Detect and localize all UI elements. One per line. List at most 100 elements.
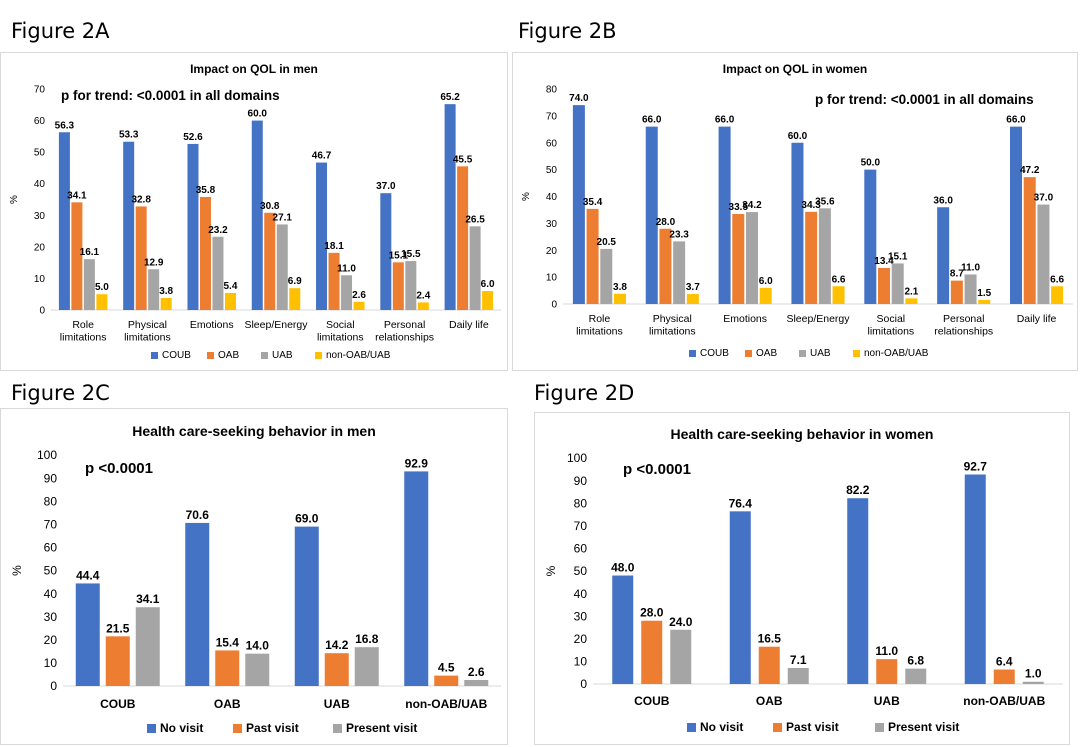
bar (686, 294, 699, 304)
data-label: 66.0 (1006, 115, 1026, 126)
bar (224, 292, 236, 310)
y-tick-label: 100 (37, 448, 57, 462)
x-tick-label-line: Physical (128, 319, 167, 331)
x-tick-label-line: limitations (60, 332, 107, 344)
data-label: 11.0 (961, 262, 980, 273)
data-label: 11.0 (337, 263, 356, 274)
data-label: 20.5 (597, 237, 617, 248)
bar (586, 208, 599, 304)
y-tick-label: 40 (44, 587, 58, 601)
legend-swatch (773, 723, 782, 732)
data-label: 70.6 (186, 508, 210, 522)
data-label: 34.3 (801, 200, 821, 211)
bar (105, 636, 130, 686)
legend-swatch (315, 352, 322, 359)
data-label: 34.1 (136, 592, 160, 606)
y-tick-label: 100 (567, 451, 587, 465)
y-tick-label: 10 (574, 655, 588, 669)
bar (745, 212, 758, 304)
x-tick-label: Sleep/Energy (786, 313, 850, 325)
legend-label: COUB (162, 350, 191, 361)
x-tick-label-line: limitations (317, 332, 364, 344)
y-tick-label: 30 (44, 610, 58, 624)
y-tick-label: 30 (34, 211, 46, 222)
bar (891, 263, 904, 304)
bar (818, 208, 831, 304)
bar (905, 668, 927, 684)
legend-swatch (151, 352, 158, 359)
x-tick-label-line: Daily life (449, 319, 489, 331)
y-tick-label: 20 (546, 246, 558, 257)
data-label: 46.7 (312, 151, 332, 162)
bar (1037, 204, 1050, 304)
y-tick-label: 10 (546, 273, 558, 284)
bar (1051, 286, 1064, 304)
legend-swatch (689, 350, 696, 357)
bar (469, 226, 481, 310)
bar (75, 583, 100, 686)
data-label: 15.1 (389, 250, 409, 261)
bar (276, 224, 288, 310)
x-tick-label: Physical limitations (124, 319, 171, 344)
legend-label: UAB (810, 348, 831, 359)
y-tick-label: 70 (34, 85, 46, 96)
data-label: 5.0 (95, 282, 109, 293)
x-tick-label-line: Personal (384, 319, 425, 331)
data-label: 33.5 (729, 202, 749, 213)
legend-label: OAB (756, 348, 777, 359)
legend-label: OAB (218, 350, 239, 361)
data-label: 65.2 (440, 92, 460, 103)
data-label: 15.1 (888, 251, 908, 262)
y-tick-label: 50 (44, 564, 58, 578)
bar (245, 653, 270, 686)
data-label: 13.4 (874, 256, 894, 267)
y-tick-label: 0 (39, 306, 45, 317)
x-tick-label-line: OAB (214, 697, 241, 711)
bar (187, 143, 199, 310)
legend-label: non-OAB/UAB (864, 348, 929, 359)
bar (1022, 681, 1044, 684)
legend-label: Past visit (786, 720, 839, 734)
bar (832, 286, 845, 304)
bar (964, 474, 986, 684)
data-label: 14.0 (246, 639, 270, 653)
data-label: 16.1 (80, 247, 100, 258)
bar (1010, 126, 1023, 304)
chart-title: Health care-seeking behavior in women (671, 426, 934, 442)
y-axis-label: % (9, 195, 20, 204)
x-tick-label: Daily life (1017, 313, 1057, 325)
data-label: 47.2 (1020, 165, 1040, 176)
x-tick-label-line: Role (72, 319, 94, 331)
legend-label: No visit (160, 721, 203, 735)
data-label: 76.4 (729, 496, 753, 510)
y-tick-label: 80 (546, 85, 558, 96)
data-label: 26.5 (465, 214, 485, 225)
x-tick-label: Physical limitations (649, 313, 696, 338)
data-label: 74.0 (569, 93, 589, 104)
y-tick-label: 30 (546, 219, 558, 230)
data-label: 6.8 (907, 654, 924, 668)
bar (251, 120, 263, 310)
chart-title: Impact on QOL in men (190, 62, 318, 76)
bar (978, 299, 991, 304)
x-tick-label-line: Sleep/Energy (786, 313, 850, 325)
data-label: 5.4 (224, 281, 238, 292)
data-label: 34.1 (67, 190, 87, 201)
data-label: 36.0 (933, 195, 953, 206)
y-tick-label: 0 (551, 300, 557, 311)
data-label: 2.1 (904, 286, 918, 297)
data-label: 8.7 (950, 269, 964, 280)
bar (405, 261, 417, 310)
data-label: 6.9 (288, 276, 302, 287)
bar (215, 650, 240, 686)
data-label: 60.0 (248, 109, 268, 120)
data-label: 6.4 (996, 655, 1013, 669)
x-tick-label-line: relationships (934, 326, 993, 338)
bar (864, 169, 877, 304)
x-tick-label: UAB (324, 697, 350, 711)
data-label: 69.0 (295, 512, 319, 526)
legend-swatch (799, 350, 806, 357)
y-tick-label: 60 (44, 541, 58, 555)
y-tick-label: 80 (44, 494, 58, 508)
bar (876, 659, 898, 684)
